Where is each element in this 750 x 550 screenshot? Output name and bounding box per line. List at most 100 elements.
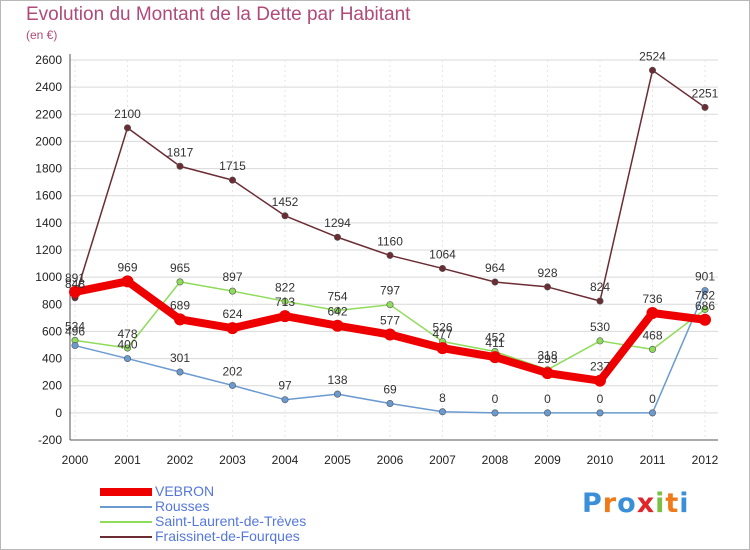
data-label: 754	[327, 290, 347, 304]
data-point	[176, 278, 184, 286]
data-label: 138	[327, 373, 347, 387]
data-point	[229, 176, 237, 184]
proxiti-logo: Proxiti	[582, 488, 690, 519]
x-tick-label: 2006	[377, 453, 404, 467]
chart-title: Evolution du Montant de la Dette par Hab…	[26, 4, 411, 25]
data-point	[386, 301, 394, 309]
data-point	[596, 409, 604, 417]
data-label: 1064	[429, 247, 456, 261]
x-tick-label: 2001	[114, 453, 141, 467]
x-tick-label: 2004	[272, 453, 299, 467]
data-label: 964	[485, 261, 505, 275]
y-tick-label: 600	[42, 324, 62, 338]
data-label: 97	[278, 379, 292, 393]
logo-letter: P	[582, 488, 603, 519]
data-label: 477	[432, 327, 452, 341]
data-point	[594, 374, 606, 387]
legend-swatch	[100, 506, 152, 508]
x-tick-label: 2002	[167, 453, 194, 467]
data-point	[596, 297, 604, 305]
data-label: 452	[485, 331, 505, 345]
data-label: 468	[642, 328, 662, 342]
data-point	[386, 399, 394, 407]
data-point	[648, 409, 656, 417]
x-tick-label: 2012	[692, 453, 719, 467]
y-tick-label: 200	[42, 379, 62, 393]
data-label: 969	[117, 260, 137, 274]
data-label: 0	[597, 392, 604, 406]
logo-letter: x	[636, 488, 656, 519]
chart-subtitle: (en €)	[26, 28, 58, 42]
data-label: 713	[275, 295, 295, 309]
y-tick-label: 2600	[35, 53, 62, 67]
data-label: 8	[439, 391, 446, 405]
x-tick-label: 2010	[587, 453, 614, 467]
data-label: 928	[537, 266, 557, 280]
y-tick-label: 1000	[35, 270, 62, 284]
data-point	[489, 351, 501, 364]
data-point	[281, 212, 289, 220]
y-tick-label: 1600	[35, 189, 62, 203]
data-point	[226, 322, 239, 335]
data-label: 411	[485, 336, 504, 350]
data-point	[648, 66, 656, 74]
data-point	[333, 307, 341, 315]
data-label: 1715	[219, 159, 246, 173]
x-tick-label: 2011	[640, 453, 666, 467]
legend-label: Fraissinet-de-Fourques	[155, 528, 300, 544]
logo-letter: t	[665, 488, 680, 519]
data-label: 624	[222, 307, 242, 321]
data-point	[281, 297, 289, 305]
data-point	[281, 396, 289, 404]
logo-letter: i	[679, 488, 690, 519]
data-label: 237	[590, 360, 610, 374]
data-point	[701, 305, 709, 313]
legend-swatch	[100, 536, 152, 538]
data-point	[124, 355, 132, 363]
data-label: 534	[65, 319, 85, 333]
data-label: 202	[222, 364, 242, 378]
logo-letter: i	[655, 488, 666, 519]
data-point	[229, 287, 237, 295]
y-tick-label: 2400	[35, 80, 62, 94]
data-point	[176, 368, 184, 376]
data-label: 891	[65, 271, 85, 285]
data-point	[71, 342, 79, 350]
data-point	[124, 124, 132, 132]
legend-label: Saint-Laurent-de-Trèves	[155, 513, 307, 529]
data-point	[229, 381, 237, 389]
y-tick-label: 400	[42, 352, 62, 366]
data-label: 1452	[272, 195, 299, 209]
data-label: 1294	[324, 216, 351, 230]
data-point	[701, 103, 709, 111]
data-point	[174, 313, 186, 326]
data-label: 526	[432, 320, 452, 334]
logo-letter: o	[617, 488, 637, 519]
y-tick-label: 0	[55, 406, 62, 420]
y-tick-label: 800	[42, 297, 62, 311]
data-point	[646, 306, 659, 319]
data-label: 577	[380, 314, 400, 328]
data-point	[69, 285, 81, 298]
data-point	[438, 408, 446, 416]
data-label: 293	[537, 352, 557, 366]
data-label: 0	[649, 392, 656, 406]
data-point	[541, 367, 554, 380]
axes: -200020040060080010001200140016001800200…	[35, 53, 718, 467]
data-point	[121, 275, 134, 288]
data-point	[543, 283, 551, 291]
data-point	[699, 313, 711, 326]
data-label: 301	[170, 351, 190, 365]
data-label: 2251	[692, 86, 719, 100]
x-tick-label: 2009	[534, 453, 561, 467]
data-label: 318	[537, 349, 557, 363]
data-point	[491, 278, 499, 286]
legend-swatch	[100, 488, 152, 496]
data-point	[384, 328, 396, 341]
data-label: 2524	[639, 49, 666, 63]
y-tick-label: 1400	[35, 216, 62, 230]
x-tick-label: 2005	[324, 453, 351, 467]
data-label: 689	[170, 298, 190, 312]
